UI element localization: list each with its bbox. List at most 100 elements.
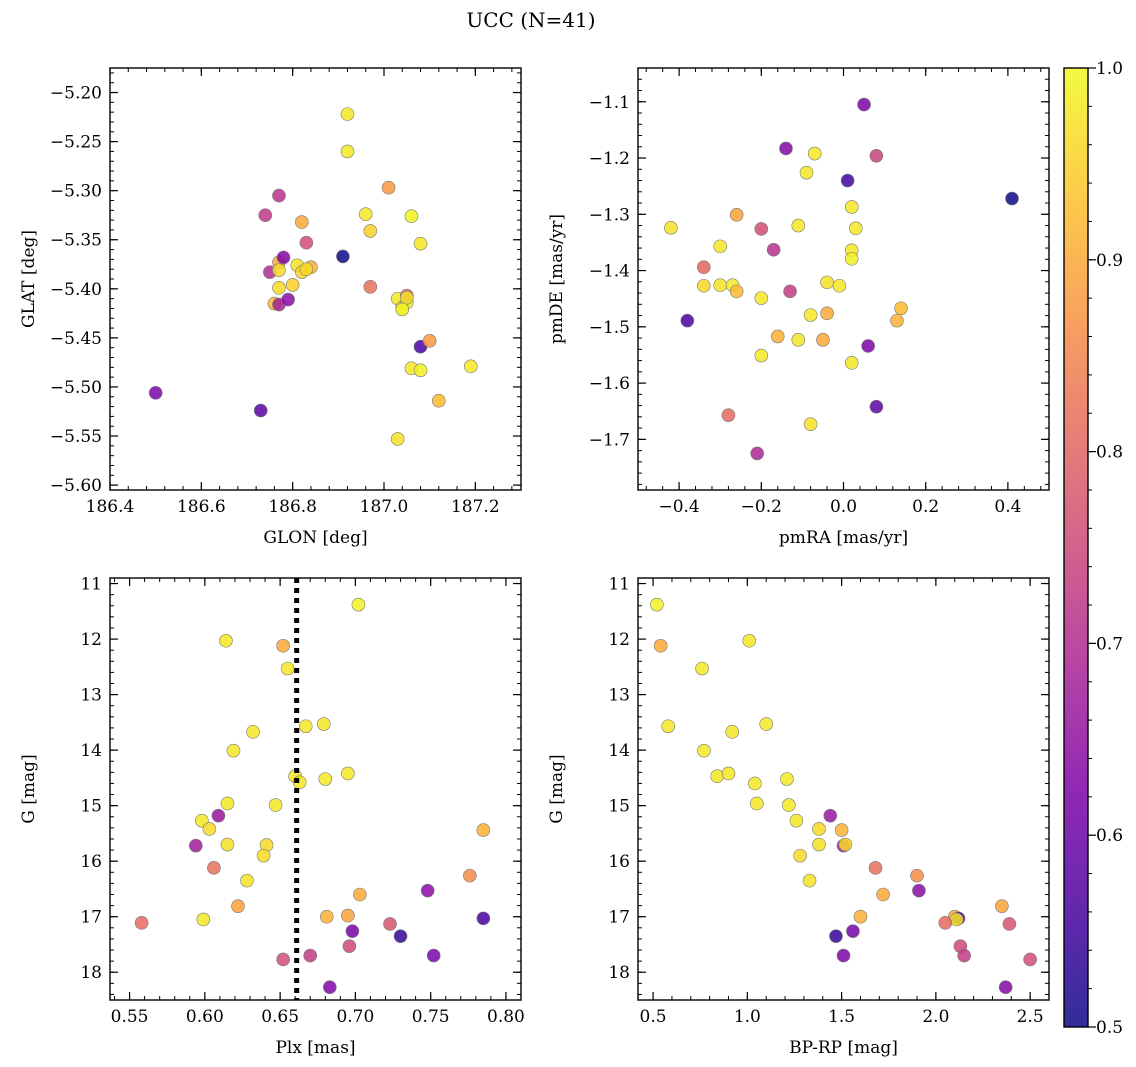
data-point	[390, 432, 405, 446]
data-point	[844, 200, 859, 214]
data-point	[807, 146, 822, 161]
y-tick-label: 15	[608, 797, 630, 817]
y-tick-label: −1.1	[589, 93, 630, 113]
y-axis-label: G [mag]	[19, 754, 39, 823]
y-tick-label: −1.5	[589, 318, 630, 338]
data-point	[202, 822, 217, 836]
data-point	[253, 403, 268, 418]
data-point	[476, 911, 491, 926]
data-point	[721, 408, 736, 422]
x-tick-label: 2.5	[1017, 1007, 1044, 1027]
y-tick-label: 18	[608, 963, 630, 983]
data-point	[749, 796, 764, 811]
data-point	[799, 165, 814, 180]
data-point	[404, 209, 419, 223]
data-point	[857, 97, 871, 112]
y-tick-label: −5.20	[50, 84, 102, 104]
data-point	[276, 952, 290, 967]
data-point	[318, 772, 333, 786]
data-point	[823, 808, 838, 823]
data-point	[849, 221, 863, 236]
data-point	[779, 141, 793, 156]
y-tick-label: 11	[80, 575, 102, 595]
data-point	[281, 292, 295, 307]
axes-frame	[109, 67, 522, 491]
x-tick-label: 187.0	[360, 497, 409, 517]
data-point	[869, 148, 884, 163]
data-point	[345, 924, 360, 938]
data-point	[476, 823, 491, 837]
data-point	[381, 180, 396, 195]
x-tick-label: 0.60	[186, 1007, 224, 1027]
scatter-points	[134, 597, 491, 995]
axes-frame	[637, 577, 1050, 1001]
data-point	[207, 861, 221, 875]
data-point	[742, 633, 757, 648]
figure-title: UCC (N=41)	[466, 8, 595, 32]
y-tick-label: 14	[608, 741, 630, 761]
y-tick-label: 16	[608, 852, 630, 872]
data-point	[299, 235, 314, 250]
data-point	[836, 948, 851, 963]
data-point	[748, 776, 762, 791]
data-point	[189, 838, 203, 853]
y-tick-label: −5.25	[50, 133, 102, 153]
x-tick-label: 0.0	[830, 497, 857, 517]
x-tick-label: 0.2	[912, 497, 939, 517]
y-tick-label: 18	[80, 963, 102, 983]
data-point	[664, 220, 678, 235]
colorbar: 0.5 0.6 0.7 0.8 0.9 1.0	[1063, 59, 1123, 1038]
data-point	[754, 222, 769, 236]
data-point	[353, 887, 367, 902]
data-point	[713, 239, 728, 254]
data-point	[363, 280, 378, 294]
y-tick-label: −5.45	[50, 329, 102, 349]
data-point	[219, 633, 233, 648]
data-point	[420, 883, 435, 898]
data-point	[750, 446, 764, 461]
data-point	[358, 207, 373, 222]
data-point	[268, 798, 283, 812]
major-ticks	[638, 68, 1049, 490]
data-point	[220, 796, 235, 811]
data-point	[816, 332, 830, 347]
data-point	[695, 661, 709, 676]
data-point	[351, 597, 366, 612]
x-tick-label: 186.6	[177, 497, 226, 517]
data-point	[754, 291, 769, 305]
data-point	[791, 218, 806, 233]
data-point	[697, 743, 711, 758]
y-axis-label: G [mag]	[547, 754, 567, 823]
data-point	[272, 188, 286, 203]
data-point	[868, 861, 883, 875]
data-point	[303, 948, 318, 963]
data-point	[246, 725, 260, 739]
x-tick-label: 0.5	[640, 1007, 667, 1027]
colorbar-tick-label: 0.7	[1096, 634, 1123, 654]
y-tick-label: 12	[80, 630, 102, 650]
x-tick-label: 186.8	[268, 497, 317, 517]
data-point	[316, 717, 331, 731]
data-point	[148, 386, 163, 400]
colorbar-fill	[1064, 68, 1088, 1027]
data-point	[910, 868, 924, 883]
data-point	[869, 399, 884, 414]
y-tick-label: 11	[608, 575, 630, 595]
data-point	[721, 766, 736, 781]
data-point	[729, 284, 744, 299]
data-point	[793, 848, 807, 863]
x-tick-label: 0.75	[412, 1007, 450, 1027]
subplot-1: 186.4 186.6 186.8 187.0 187.2 −5.60 −5.55 −5.50…	[19, 67, 522, 548]
data-point	[894, 301, 908, 316]
major-ticks	[110, 578, 521, 1000]
data-point	[957, 948, 971, 963]
x-tick-label: 2.0	[922, 1007, 949, 1027]
data-point	[844, 356, 859, 370]
x-axis-label: pmRA [mas/yr]	[779, 528, 908, 548]
data-point	[890, 313, 904, 328]
data-point	[829, 929, 843, 943]
y-tick-label: −5.30	[50, 182, 102, 202]
y-tick-label: 12	[608, 630, 630, 650]
y-tick-label: −1.3	[589, 205, 630, 225]
data-point	[196, 912, 211, 927]
